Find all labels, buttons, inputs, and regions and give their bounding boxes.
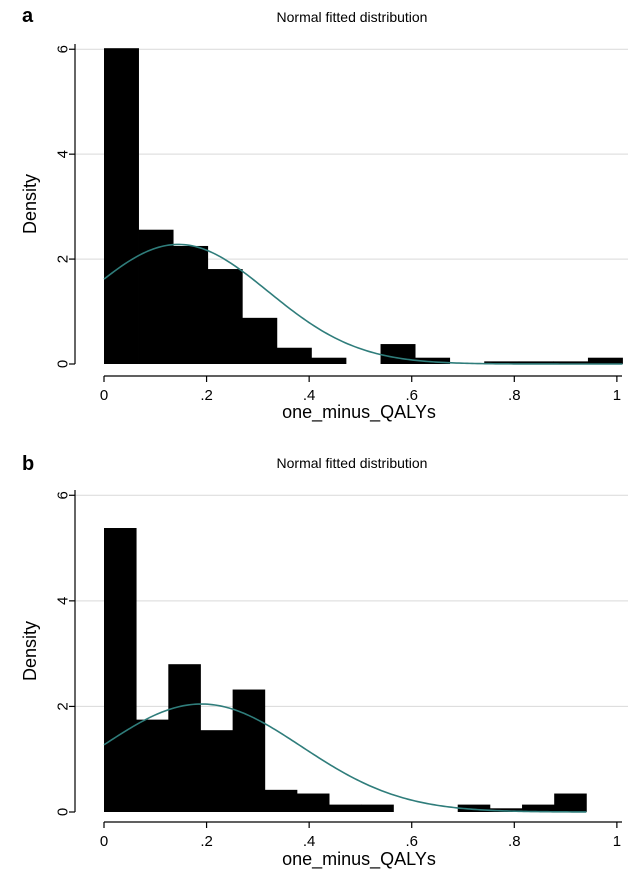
x-tick-label: .8	[508, 387, 521, 404]
y-tick-label: 6	[55, 491, 72, 499]
histogram-bar	[554, 793, 587, 812]
histogram-bar	[489, 808, 523, 812]
y-tick-label: 2	[55, 255, 72, 263]
x-tick-label: .6	[405, 387, 418, 404]
histogram-bar	[200, 730, 234, 812]
panel-label: a	[22, 5, 34, 27]
y-tick-label: 0	[55, 808, 72, 816]
y-axis-title: Density	[20, 621, 40, 681]
y-tick-label: 2	[55, 702, 72, 710]
x-tick-label: .8	[508, 833, 521, 850]
histogram-bar	[264, 789, 298, 812]
x-tick-label: 1	[613, 833, 621, 850]
x-axis-title: one_minus_QALYs	[282, 849, 436, 870]
x-tick-label: 0	[100, 387, 108, 404]
chart-title: Normal fitted distribution	[277, 455, 428, 471]
histogram-bar	[207, 269, 243, 364]
x-tick-label: .6	[405, 833, 418, 850]
histogram-bar	[276, 347, 312, 364]
histogram-bar	[173, 245, 209, 364]
x-axis-title: one_minus_QALYs	[282, 402, 436, 423]
x-tick-label: .2	[200, 833, 213, 850]
x-tick-label: 0	[100, 833, 108, 850]
histogram-bar	[329, 804, 362, 812]
chart-title: Normal fitted distribution	[277, 9, 428, 25]
histogram-bar	[311, 357, 347, 364]
y-axis-title: Density	[20, 174, 40, 234]
histogram-bar	[587, 357, 623, 364]
histogram-bar	[380, 344, 416, 364]
x-tick-label: 1	[613, 387, 621, 404]
normal-fit-curve	[103, 703, 587, 813]
histogram-bar	[296, 793, 330, 812]
histogram-bar	[522, 804, 555, 812]
histogram-bar	[484, 361, 520, 364]
histogram-bar	[361, 804, 394, 812]
histogram-bar	[518, 361, 554, 364]
histogram-bar	[138, 229, 174, 364]
x-tick-label: .4	[303, 833, 316, 850]
histogram-bar	[136, 719, 169, 812]
y-tick-label: 0	[55, 360, 72, 368]
x-tick-label: .2	[200, 387, 213, 404]
normal-fit-curve	[103, 243, 623, 365]
histogram-bar	[415, 357, 451, 364]
histogram-bar	[457, 804, 491, 812]
panel-label: b	[22, 453, 34, 475]
histogram-bar	[104, 528, 137, 812]
y-tick-label: 4	[55, 150, 72, 158]
histogram-bar	[553, 361, 589, 364]
y-tick-label: 6	[55, 45, 72, 53]
histogram-bar	[104, 48, 139, 365]
histogram-bar	[232, 689, 266, 812]
histogram-bar	[242, 317, 278, 364]
y-tick-label: 4	[55, 597, 72, 605]
histogram-bar	[168, 664, 201, 812]
x-tick-label: .4	[303, 387, 316, 404]
